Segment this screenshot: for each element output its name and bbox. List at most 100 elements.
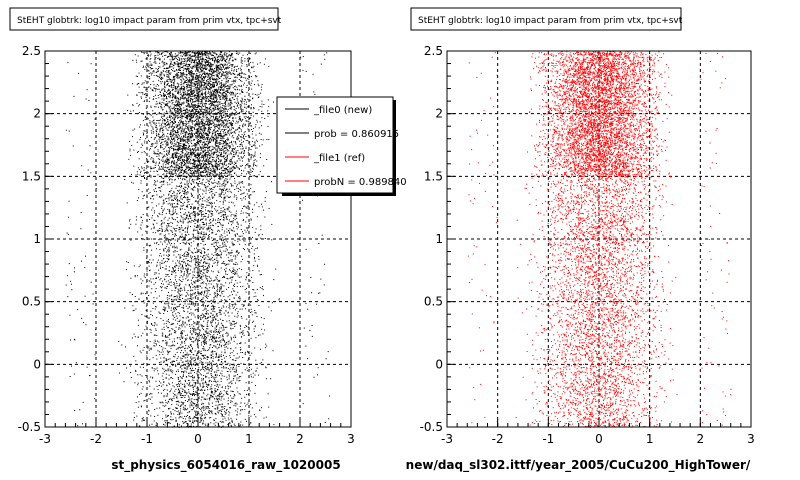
scatter-point bbox=[197, 80, 199, 82]
scatter-point bbox=[241, 88, 243, 90]
scatter-point bbox=[186, 102, 188, 104]
scatter-point bbox=[245, 73, 247, 75]
scatter-point bbox=[165, 139, 167, 141]
scatter-point bbox=[188, 101, 189, 103]
scatter-point bbox=[130, 110, 132, 112]
scatter-point bbox=[181, 166, 183, 168]
scatter-point bbox=[214, 60, 216, 62]
scatter-point bbox=[174, 87, 176, 89]
scatter-point bbox=[261, 125, 262, 127]
scatter-point bbox=[247, 98, 249, 100]
scatter-point bbox=[212, 59, 214, 61]
scatter-point bbox=[245, 79, 247, 81]
scatter-point bbox=[182, 78, 184, 80]
scatter-point bbox=[205, 75, 207, 77]
scatter-point bbox=[216, 173, 218, 175]
scatter-point bbox=[215, 112, 217, 114]
scatter-point bbox=[252, 175, 254, 177]
scatter-point bbox=[205, 134, 207, 136]
scatter-point bbox=[261, 84, 263, 85]
scatter-point bbox=[231, 66, 233, 67]
scatter-point bbox=[160, 159, 162, 161]
scatter-point bbox=[180, 104, 182, 106]
scatter-point bbox=[258, 127, 260, 129]
scatter-point bbox=[185, 155, 187, 157]
scatter-point bbox=[171, 143, 173, 145]
scatter-point bbox=[188, 57, 190, 59]
scatter-point bbox=[179, 59, 181, 61]
scatter-point bbox=[233, 148, 234, 150]
scatter-point bbox=[176, 126, 178, 128]
scatter-point bbox=[128, 158, 130, 160]
scatter-point bbox=[185, 145, 187, 146]
scatter-point bbox=[162, 109, 163, 111]
scatter-point bbox=[186, 154, 188, 156]
scatter-point bbox=[158, 103, 160, 104]
scatter-point bbox=[156, 140, 158, 142]
scatter-point bbox=[175, 121, 176, 123]
scatter-point bbox=[235, 152, 237, 154]
scatter-point bbox=[187, 90, 189, 92]
scatter-point bbox=[254, 153, 256, 155]
scatter-point bbox=[181, 166, 183, 168]
scatter-point bbox=[237, 121, 239, 123]
scatter-point bbox=[191, 122, 193, 124]
scatter-point bbox=[239, 125, 241, 127]
scatter-point bbox=[208, 111, 210, 113]
scatter-point bbox=[211, 111, 212, 113]
scatter-point bbox=[163, 173, 165, 175]
scatter-point bbox=[189, 60, 191, 62]
scatter-point bbox=[184, 94, 186, 95]
scatter-point bbox=[207, 174, 208, 176]
scatter-point bbox=[186, 90, 188, 92]
scatter-point bbox=[188, 77, 190, 79]
scatter-point bbox=[204, 51, 206, 53]
scatter-point bbox=[191, 132, 192, 134]
scatter-point bbox=[175, 55, 177, 57]
scatter-point bbox=[243, 156, 244, 158]
scatter-point bbox=[142, 82, 144, 84]
scatter-point bbox=[249, 72, 251, 74]
scatter-point bbox=[188, 168, 190, 170]
scatter-point bbox=[195, 63, 197, 65]
scatter-point bbox=[213, 138, 215, 140]
scatter-point bbox=[156, 170, 158, 172]
scatter-point bbox=[166, 96, 168, 98]
scatter-point bbox=[192, 113, 194, 115]
scatter-point bbox=[250, 158, 252, 160]
scatter-point bbox=[244, 103, 245, 105]
scatter-point bbox=[195, 143, 197, 145]
scatter-point bbox=[166, 92, 168, 93]
scatter-point bbox=[251, 167, 253, 169]
scatter-point bbox=[167, 124, 168, 126]
scatter-point bbox=[217, 133, 219, 135]
scatter-point bbox=[175, 86, 177, 88]
scatter-point bbox=[162, 168, 164, 170]
scatter-point bbox=[211, 169, 212, 171]
scatter-point bbox=[146, 131, 148, 133]
scatter-point bbox=[231, 103, 233, 105]
scatter-point bbox=[191, 83, 193, 85]
scatter-point bbox=[215, 82, 217, 84]
scatter-point bbox=[138, 112, 140, 113]
scatter-point bbox=[201, 71, 203, 73]
scatter-point bbox=[248, 83, 250, 85]
scatter-point bbox=[196, 86, 198, 88]
scatter-point bbox=[213, 91, 215, 93]
scatter-point bbox=[180, 88, 182, 90]
scatter-point bbox=[240, 152, 242, 154]
scatter-point bbox=[153, 96, 155, 97]
scatter-point bbox=[189, 139, 191, 141]
scatter-point bbox=[195, 82, 197, 84]
scatter-point bbox=[174, 130, 176, 132]
scatter-point bbox=[169, 149, 171, 151]
scatter-point bbox=[196, 65, 198, 66]
scatter-point bbox=[181, 155, 183, 157]
scatter-point bbox=[187, 111, 189, 113]
scatter-point bbox=[191, 52, 193, 54]
scatter-point bbox=[188, 140, 189, 142]
scatter-point bbox=[169, 112, 171, 114]
scatter-point bbox=[143, 130, 145, 132]
scatter-point bbox=[245, 113, 247, 115]
scatter-point bbox=[166, 145, 168, 147]
